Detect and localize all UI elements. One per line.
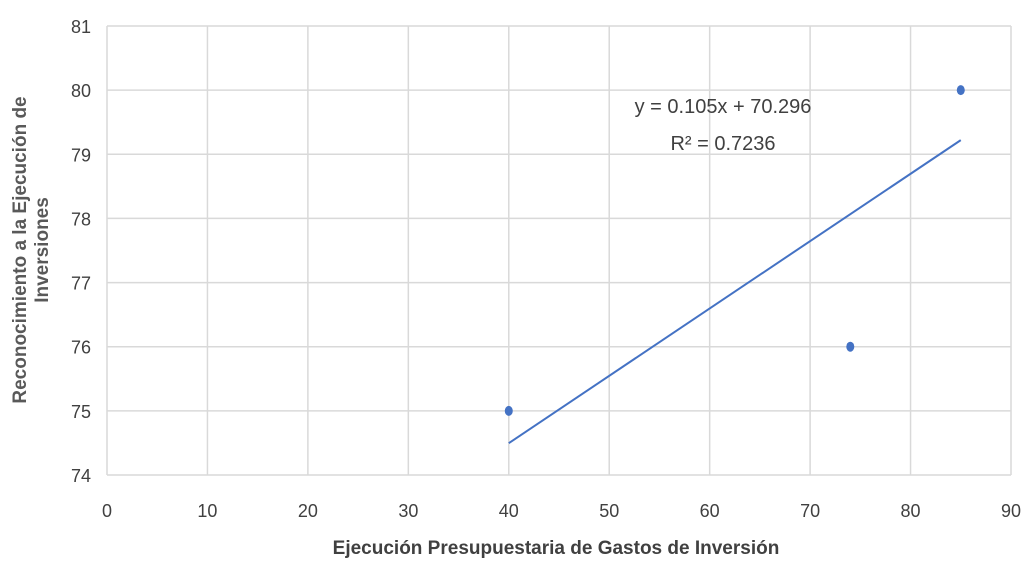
- data-point: [504, 405, 513, 416]
- data-point: [956, 85, 965, 96]
- y-tick-label: 81: [71, 17, 91, 37]
- x-tick-label: 60: [700, 501, 720, 521]
- trendline-equation: y = 0.105x + 70.296: [635, 96, 812, 118]
- grid-lines: [106, 25, 1012, 476]
- x-tick-label: 50: [599, 501, 619, 521]
- x-tick-label: 0: [102, 501, 112, 521]
- x-tick-label: 10: [197, 501, 217, 521]
- y-tick-label: 74: [71, 466, 91, 486]
- y-tick-label: 78: [71, 209, 91, 229]
- y-axis-title-line-1: Reconocimiento a la Ejecución de: [10, 96, 31, 403]
- x-tick-label: 80: [901, 501, 921, 521]
- x-tick-label: 20: [298, 501, 318, 521]
- trendline-r2: R² = 0.7236: [670, 133, 775, 155]
- trendline: [508, 139, 962, 445]
- data-point: [846, 341, 855, 352]
- y-axis-title-line-2: Inversiones: [32, 197, 53, 303]
- y-tick-labels: 74 75 76 77 78 79 80 81: [71, 17, 91, 486]
- y-tick-label: 76: [71, 338, 91, 358]
- x-axis-title: Ejecución Presupuestaria de Gastos de In…: [333, 538, 780, 559]
- y-tick-label: 75: [71, 402, 91, 422]
- y-tick-label: 77: [71, 274, 91, 294]
- x-tick-label: 30: [398, 501, 418, 521]
- x-tick-label: 70: [800, 501, 820, 521]
- y-tick-label: 79: [71, 145, 91, 165]
- x-tick-label: 40: [499, 501, 519, 521]
- y-tick-label: 80: [71, 81, 91, 101]
- x-tick-label: 90: [1001, 501, 1021, 521]
- data-points: [504, 85, 965, 416]
- x-tick-labels: 0 10 20 30 40 50 60 70 80 90: [102, 501, 1021, 521]
